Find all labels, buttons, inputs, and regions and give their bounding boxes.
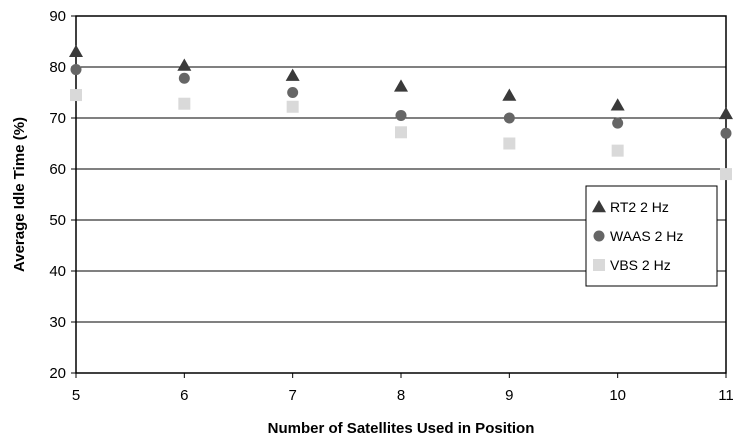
data-point-circle-marker: [720, 127, 732, 139]
x-tick-label: 7: [288, 387, 296, 404]
legend-box: [585, 185, 718, 287]
x-tick-label: 9: [505, 387, 513, 404]
y-axis-ticks: 20 30 40 50 60 70 80 90: [49, 8, 76, 382]
y-tick-label: 30: [49, 314, 66, 331]
y-tick-label: 50: [49, 212, 66, 229]
legend-circle-marker: [593, 230, 605, 242]
data-point-square-marker: [720, 168, 732, 181]
x-tick-label: 6: [180, 387, 188, 404]
legend-triangle-marker: [592, 200, 606, 213]
y-tick-label: 90: [49, 8, 66, 25]
data-point-triangle-marker: [610, 98, 625, 111]
y-tick-label: 70: [49, 110, 66, 127]
data-point-triangle-marker: [502, 88, 517, 101]
data-point-square-marker: [395, 126, 407, 139]
data-points: [69, 44, 733, 181]
data-point-circle-marker: [70, 64, 82, 76]
x-tick-label: 11: [718, 387, 734, 404]
data-point-circle-marker: [612, 117, 624, 129]
data-point-square-marker: [286, 100, 299, 113]
data-point-triangle-marker: [69, 44, 83, 57]
x-tick-label: 8: [397, 387, 405, 404]
x-axis-title: Number of Satellites Used in Position: [268, 420, 535, 437]
y-tick-label: 40: [49, 263, 66, 280]
data-point-circle-marker: [503, 112, 515, 124]
data-point-triangle-marker: [285, 68, 300, 81]
x-axis-ticks: 5 6 7 8 9 10 11: [72, 373, 734, 404]
data-point-circle-marker: [287, 87, 299, 98]
data-point-circle-marker: [178, 72, 190, 84]
legend: RT2 2 Hz WAAS 2 Hz VBS 2 Hz: [585, 185, 718, 287]
data-point-circle-marker: [395, 109, 407, 121]
y-tick-label: 60: [49, 161, 66, 178]
legend-label: VBS 2 Hz: [610, 257, 671, 273]
data-point-square-marker: [178, 97, 191, 110]
x-tick-label: 10: [609, 387, 626, 404]
legend-label: RT2 2 Hz: [610, 199, 669, 215]
y-axis-title: Average Idle Time (%): [11, 117, 28, 272]
y-tick-label: 80: [49, 59, 66, 76]
data-point-triangle-marker: [719, 106, 733, 120]
legend-label: WAAS 2 Hz: [610, 228, 683, 244]
y-tick-label: 20: [49, 365, 66, 382]
x-tick-label: 5: [72, 387, 80, 404]
data-point-square-marker: [503, 137, 516, 150]
data-point-square-marker: [611, 144, 624, 157]
legend-square-marker: [593, 259, 605, 271]
data-point-triangle-marker: [177, 58, 192, 71]
data-point-square-marker: [70, 89, 82, 102]
data-point-triangle-marker: [394, 79, 408, 92]
